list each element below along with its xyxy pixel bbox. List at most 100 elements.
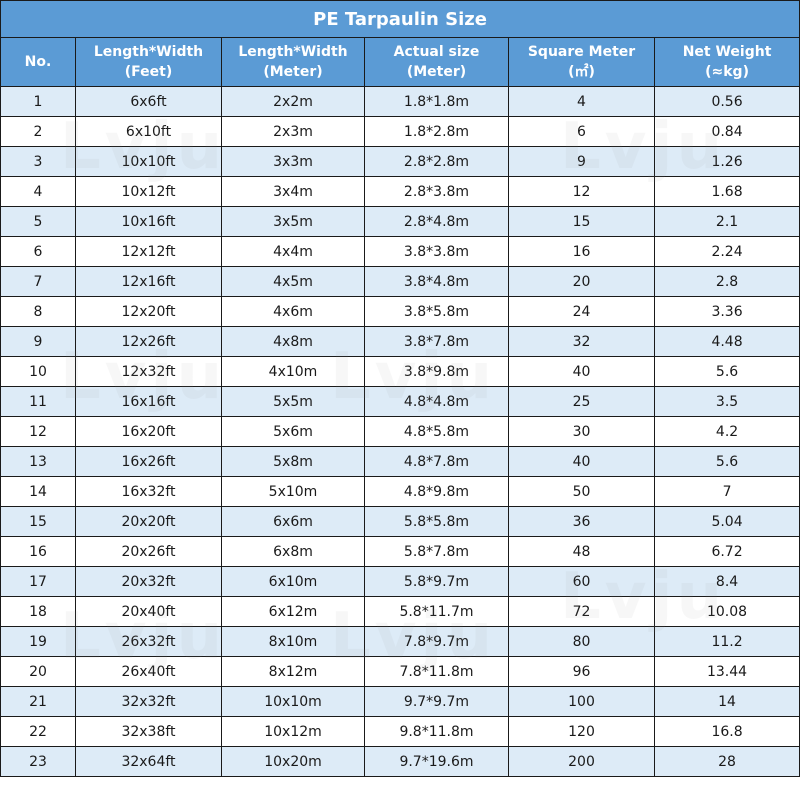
header-net-weight: Net Weight (≈kg)	[653, 37, 800, 87]
table-row: 18 20x40ft 6x12m 5.8*11.7m 72 10.08	[0, 596, 800, 627]
cell-square-meter: 30	[508, 416, 655, 447]
table-row: 13 16x26ft 5x8m 4.8*7.8m 40 5.6	[0, 446, 800, 477]
cell-no: 22	[0, 716, 76, 747]
cell-length-width-feet: 20x26ft	[75, 536, 222, 567]
cell-square-meter: 80	[508, 626, 655, 657]
cell-no: 19	[0, 626, 76, 657]
cell-no: 2	[0, 116, 76, 147]
cell-square-meter: 120	[508, 716, 655, 747]
cell-length-width-feet: 12x20ft	[75, 296, 222, 327]
cell-net-weight: 2.24	[653, 236, 800, 267]
cell-square-meter: 6	[508, 116, 655, 147]
cell-net-weight: 5.6	[653, 446, 800, 477]
cell-square-meter: 15	[508, 206, 655, 237]
cell-actual-size: 4.8*4.8m	[364, 386, 509, 417]
table-row: 3 10x10ft 3x3m 2.8*2.8m 9 1.26	[0, 146, 800, 177]
cell-net-weight: 16.8	[653, 716, 800, 747]
cell-square-meter: 48	[508, 536, 655, 567]
cell-no: 23	[0, 746, 76, 777]
cell-length-width-meter: 6x6m	[221, 506, 365, 537]
cell-length-width-feet: 12x16ft	[75, 266, 222, 297]
cell-net-weight: 13.44	[653, 656, 800, 687]
cell-length-width-feet: 6x10ft	[75, 116, 222, 147]
table-title: PE Tarpaulin Size	[0, 0, 800, 38]
cell-no: 11	[0, 386, 76, 417]
cell-net-weight: 3.36	[653, 296, 800, 327]
cell-length-width-meter: 10x20m	[221, 746, 365, 777]
cell-actual-size: 9.7*19.6m	[364, 746, 509, 777]
header-length-width-feet: Length*Width (Feet)	[75, 37, 222, 87]
cell-length-width-meter: 2x2m	[221, 86, 365, 117]
table-row: 2 6x10ft 2x3m 1.8*2.8m 6 0.84	[0, 116, 800, 147]
cell-square-meter: 40	[508, 356, 655, 387]
cell-square-meter: 32	[508, 326, 655, 357]
cell-net-weight: 7	[653, 476, 800, 507]
cell-actual-size: 9.8*11.8m	[364, 716, 509, 747]
cell-square-meter: 60	[508, 566, 655, 597]
table-row: 19 26x32ft 8x10m 7.8*9.7m 80 11.2	[0, 626, 800, 657]
cell-actual-size: 1.8*2.8m	[364, 116, 509, 147]
cell-net-weight: 10.08	[653, 596, 800, 627]
cell-no: 14	[0, 476, 76, 507]
cell-net-weight: 3.5	[653, 386, 800, 417]
cell-length-width-meter: 6x8m	[221, 536, 365, 567]
cell-net-weight: 2.1	[653, 206, 800, 237]
cell-no: 20	[0, 656, 76, 687]
header-length-width-meter-line: Length*Width	[238, 44, 348, 60]
table-row: 6 12x12ft 4x4m 3.8*3.8m 16 2.24	[0, 236, 800, 267]
cell-square-meter: 24	[508, 296, 655, 327]
title-row: PE Tarpaulin Size	[0, 0, 800, 38]
table-row: 23 32x64ft 10x20m 9.7*19.6m 200 28	[0, 746, 800, 777]
cell-net-weight: 0.84	[653, 116, 800, 147]
cell-actual-size: 3.8*3.8m	[364, 236, 509, 267]
cell-no: 3	[0, 146, 76, 177]
cell-actual-size: 4.8*9.8m	[364, 476, 509, 507]
cell-length-width-meter: 6x10m	[221, 566, 365, 597]
cell-net-weight: 4.2	[653, 416, 800, 447]
cell-length-width-feet: 16x20ft	[75, 416, 222, 447]
cell-length-width-meter: 3x4m	[221, 176, 365, 207]
cell-no: 13	[0, 446, 76, 477]
cell-no: 18	[0, 596, 76, 627]
table-row: 22 32x38ft 10x12m 9.8*11.8m 120 16.8	[0, 716, 800, 747]
cell-no: 4	[0, 176, 76, 207]
cell-no: 9	[0, 326, 76, 357]
cell-length-width-feet: 20x32ft	[75, 566, 222, 597]
column-header-row: No. Length*Width (Feet) Length*Width (Meter)…	[0, 37, 800, 87]
table-row: 16 20x26ft 6x8m 5.8*7.8m 48 6.72	[0, 536, 800, 567]
cell-length-width-feet: 10x10ft	[75, 146, 222, 177]
table-row: 21 32x32ft 10x10m 9.7*9.7m 100 14	[0, 686, 800, 717]
cell-length-width-meter: 5x6m	[221, 416, 365, 447]
cell-actual-size: 4.8*5.8m	[364, 416, 509, 447]
header-square-meter-line: (㎡)	[568, 64, 595, 80]
cell-actual-size: 7.8*9.7m	[364, 626, 509, 657]
cell-no: 8	[0, 296, 76, 327]
header-actual-size: Actual size (Meter)	[364, 37, 509, 87]
cell-length-width-meter: 6x12m	[221, 596, 365, 627]
table-row: 15 20x20ft 6x6m 5.8*5.8m 36 5.04	[0, 506, 800, 537]
cell-no: 21	[0, 686, 76, 717]
cell-actual-size: 3.8*9.8m	[364, 356, 509, 387]
cell-square-meter: 4	[508, 86, 655, 117]
table-row: 7 12x16ft 4x5m 3.8*4.8m 20 2.8	[0, 266, 800, 297]
cell-net-weight: 4.48	[653, 326, 800, 357]
cell-actual-size: 3.8*7.8m	[364, 326, 509, 357]
table-row: 8 12x20ft 4x6m 3.8*5.8m 24 3.36	[0, 296, 800, 327]
cell-net-weight: 5.6	[653, 356, 800, 387]
header-length-width-meter-line: (Meter)	[263, 64, 323, 80]
table-body: 1 6x6ft 2x2m 1.8*1.8m 4 0.56 2 6x10ft 2x3m 1.8*2.…	[0, 86, 800, 777]
cell-actual-size: 2.8*3.8m	[364, 176, 509, 207]
cell-no: 6	[0, 236, 76, 267]
cell-square-meter: 96	[508, 656, 655, 687]
cell-square-meter: 50	[508, 476, 655, 507]
cell-square-meter: 72	[508, 596, 655, 627]
cell-length-width-feet: 20x20ft	[75, 506, 222, 537]
cell-no: 12	[0, 416, 76, 447]
cell-length-width-meter: 2x3m	[221, 116, 365, 147]
table-row: 5 10x16ft 3x5m 2.8*4.8m 15 2.1	[0, 206, 800, 237]
cell-actual-size: 2.8*2.8m	[364, 146, 509, 177]
cell-length-width-feet: 12x26ft	[75, 326, 222, 357]
header-square-meter-line: Square Meter	[527, 44, 636, 60]
cell-net-weight: 1.26	[653, 146, 800, 177]
